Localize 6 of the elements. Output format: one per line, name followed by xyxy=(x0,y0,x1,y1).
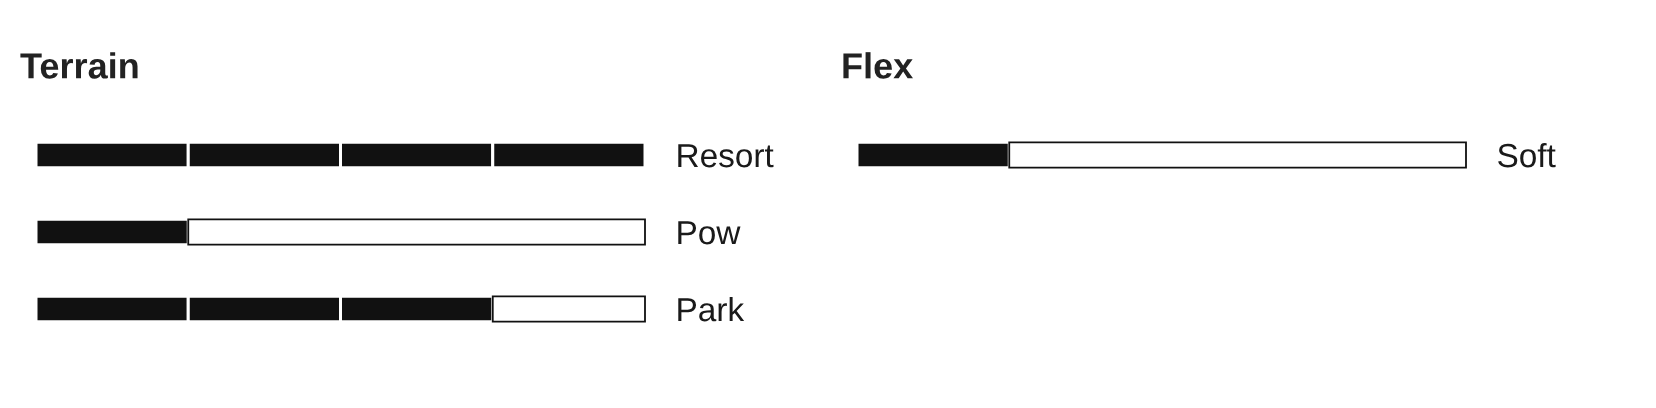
y-tick-label: Resort xyxy=(678,144,774,168)
chart-title: Terrain xyxy=(20,52,138,79)
y-tick-label: Soft xyxy=(1498,142,1556,168)
chart-title: Flex xyxy=(843,52,913,79)
y-tick-label: Pow xyxy=(678,221,741,245)
y-tick-label: Park xyxy=(678,296,745,322)
